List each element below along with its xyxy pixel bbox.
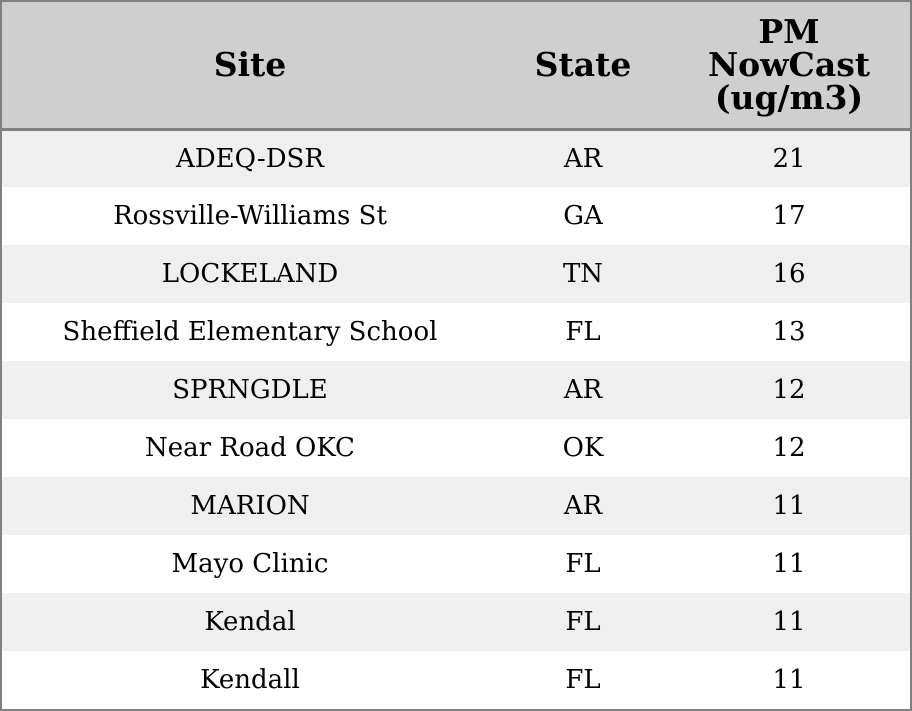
table-row: Kendall FL 11: [2, 651, 910, 709]
table-row: LOCKELAND TN 16: [2, 245, 910, 303]
cell-site: Kendal: [204, 607, 296, 637]
table-row: Near Road OKC OK 12: [2, 419, 910, 477]
cell-pm-nowcast: 12: [772, 433, 806, 463]
table-row: Mayo Clinic FL 11: [2, 535, 910, 593]
cell-pm-nowcast: 13: [772, 317, 806, 347]
table-row: MARION AR 11: [2, 477, 910, 535]
header-site: Site: [2, 2, 498, 131]
header-pm-nowcast: PM NowCast (ug/m3): [668, 2, 910, 131]
cell-pm-nowcast: 11: [772, 665, 806, 695]
header-row: Site State PM NowCast (ug/m3): [2, 2, 910, 131]
cell-state: OK: [562, 433, 604, 463]
cell-site: Near Road OKC: [145, 433, 355, 463]
header-state: State: [498, 2, 668, 131]
header-pm-line1: PM: [758, 12, 820, 52]
table-body: ADEQ-DSR AR 21 Rossville-Williams St GA 17 LOC…: [2, 129, 910, 709]
cell-state: FL: [565, 549, 601, 579]
table-row: Sheffield Elementary School FL 13: [2, 303, 910, 361]
header-pm-line2: NowCast: [707, 45, 871, 85]
table-row: Kendal FL 11: [2, 593, 910, 651]
table-row: ADEQ-DSR AR 21: [2, 129, 910, 187]
cell-pm-nowcast: 17: [772, 201, 806, 231]
cell-site: ADEQ-DSR: [176, 143, 324, 174]
cell-state: FL: [565, 317, 601, 347]
cell-pm-nowcast: 16: [772, 259, 806, 289]
header-pm-line3: (ug/m3): [714, 78, 864, 118]
cell-pm-nowcast: 12: [772, 375, 806, 405]
table-row: SPRNGDLE AR 12: [2, 361, 910, 419]
cell-state: GA: [563, 201, 603, 231]
table-header: Site State PM NowCast (ug/m3): [2, 2, 910, 131]
cell-site: Mayo Clinic: [171, 549, 329, 579]
cell-state: FL: [565, 665, 601, 695]
cell-site: Sheffield Elementary School: [62, 317, 438, 347]
cell-site: Rossville-Williams St: [113, 201, 387, 231]
cell-state: AR: [563, 375, 603, 405]
cell-state: FL: [565, 607, 601, 637]
cell-site: LOCKELAND: [161, 259, 339, 289]
cell-pm-nowcast: 11: [772, 607, 806, 637]
cell-state: AR: [563, 491, 603, 521]
cell-state: AR: [563, 143, 603, 174]
cell-state: TN: [562, 259, 604, 289]
cell-pm-nowcast: 11: [772, 491, 806, 521]
table-row: Rossville-Williams St GA 17: [2, 187, 910, 245]
cell-site: Kendall: [200, 665, 300, 695]
cell-pm-nowcast: 21: [772, 143, 806, 174]
cell-site: SPRNGDLE: [172, 375, 328, 405]
cell-site: MARION: [190, 491, 310, 521]
cell-pm-nowcast: 11: [772, 549, 806, 579]
